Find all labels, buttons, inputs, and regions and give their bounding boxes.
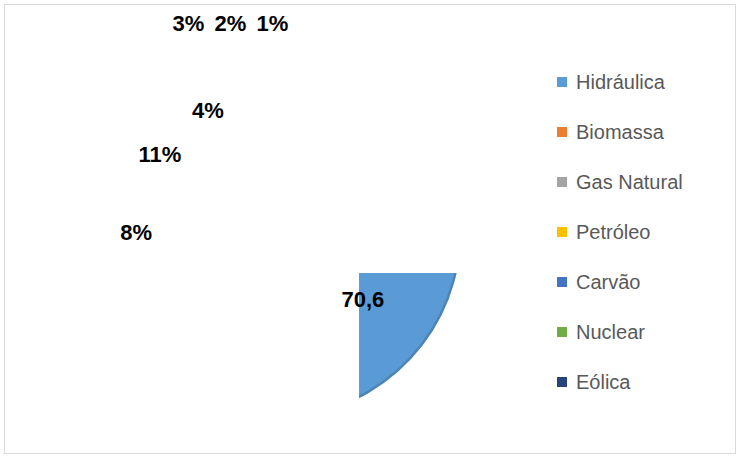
legend-label: Hidráulica bbox=[576, 71, 666, 93]
data-label: 11% bbox=[139, 142, 182, 167]
legend-item: Eólica bbox=[557, 371, 631, 393]
legend-item: Biomassa bbox=[557, 121, 665, 143]
legend-swatch bbox=[557, 127, 567, 137]
data-label: 1% bbox=[256, 11, 288, 36]
legend-swatch bbox=[557, 327, 567, 337]
legend-label: Gas Natural bbox=[576, 171, 683, 193]
data-label: 4% bbox=[192, 98, 224, 123]
legend-item: Nuclear bbox=[557, 321, 645, 343]
legend-swatch bbox=[557, 377, 567, 387]
data-labels: 70,6 8% 11% 4% 3% 2% 1% bbox=[120, 11, 384, 313]
legend-label: Biomassa bbox=[576, 121, 665, 143]
legend-item: Carvão bbox=[557, 271, 640, 293]
chart-frame bbox=[5, 5, 736, 454]
legend-item: Petróleo bbox=[557, 221, 651, 243]
data-label: 2% bbox=[214, 11, 246, 36]
legend-swatch bbox=[557, 227, 567, 237]
pie bbox=[359, 273, 460, 417]
legend-swatch bbox=[557, 177, 567, 187]
legend-label: Carvão bbox=[576, 271, 640, 293]
legend-item: Hidráulica bbox=[557, 71, 666, 93]
legend-label: Petróleo bbox=[576, 221, 651, 243]
pie-slice bbox=[359, 273, 460, 417]
legend: Hidráulica Biomassa Gas Natural Petróleo Car… bbox=[557, 71, 683, 393]
legend-label: Nuclear bbox=[576, 321, 645, 343]
data-label: 3% bbox=[172, 11, 204, 36]
chart: 70,6 8% 11% 4% 3% 2% 1% Hidráulica Biomassa Gas N… bbox=[0, 0, 740, 458]
legend-swatch bbox=[557, 77, 567, 87]
legend-label: Eólica bbox=[576, 371, 631, 393]
data-label: 70,6 bbox=[342, 287, 385, 312]
legend-item: Gas Natural bbox=[557, 171, 683, 193]
data-label: 8% bbox=[120, 220, 152, 245]
legend-swatch bbox=[557, 277, 567, 287]
